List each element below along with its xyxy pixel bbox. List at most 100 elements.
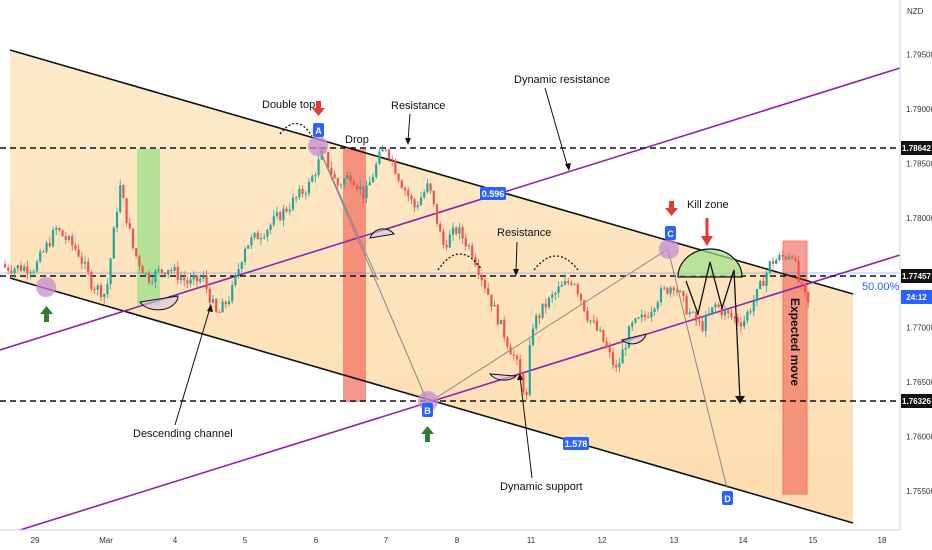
candle-body (80, 256, 83, 264)
candle-body (151, 282, 154, 284)
candle-body (195, 275, 199, 282)
time-tick-label: 29 (31, 536, 40, 545)
time-tick-label: 11 (527, 536, 536, 545)
candle-body (352, 181, 355, 186)
candle-body (621, 349, 624, 364)
candle-body (464, 238, 467, 247)
svg-text:D: D (724, 494, 731, 504)
resistance-arc-2 (533, 255, 579, 271)
time-tick-label: 13 (670, 536, 679, 545)
candle-body (403, 188, 407, 191)
svg-text:C: C (667, 229, 674, 239)
candle-body (659, 288, 663, 303)
candle-body (720, 307, 723, 316)
label-resistance-top: Resistance (391, 100, 445, 112)
candle-body (768, 261, 771, 273)
time-axis[interactable] (0, 530, 932, 550)
candle-body (451, 227, 455, 235)
retest-semicircle-4 (620, 333, 647, 345)
candle-body (218, 311, 221, 313)
label-kill-zone: Kill zone (687, 199, 729, 211)
candle-body (343, 178, 346, 185)
candle-body (311, 176, 314, 182)
price-label: 24:12 (901, 290, 932, 304)
price-tick-label: 1.78000 (906, 214, 932, 223)
candle-body (29, 272, 32, 274)
candle-body (391, 158, 394, 161)
point-label-b: B (422, 403, 433, 417)
candle-body (650, 311, 653, 318)
candle-body (16, 265, 19, 269)
candle-body (499, 319, 503, 325)
candle-body (631, 322, 634, 327)
candle-body (787, 256, 791, 260)
price-tick-label: 1.75500 (906, 487, 932, 496)
candle-body (426, 183, 429, 193)
candle-body (131, 228, 135, 249)
candle-body (170, 269, 173, 271)
channel-pointer-head (207, 304, 213, 312)
candle-body (42, 251, 45, 253)
candle-body (387, 149, 391, 159)
candle-body (624, 347, 627, 350)
candle-body (717, 304, 720, 308)
candle-body (493, 304, 496, 307)
candle-body (224, 301, 227, 305)
candle-body (253, 232, 256, 238)
svg-text:1.78642: 1.78642 (902, 144, 931, 153)
candle-body (10, 270, 13, 273)
candle-body (61, 230, 64, 237)
candle-body (439, 223, 442, 232)
candle-body (263, 236, 266, 239)
candle-body (371, 176, 375, 183)
dynamic-resistance-pointer (544, 87, 569, 169)
candle-body (231, 285, 234, 302)
svg-text:A: A (315, 126, 322, 136)
time-tick-label: 12 (598, 536, 607, 545)
candle-body (394, 160, 397, 174)
candle-body (71, 236, 74, 246)
candle-body (77, 249, 80, 257)
candle-body (55, 227, 58, 230)
red-down-arrow-c (665, 201, 678, 216)
candle-body (397, 173, 400, 181)
price-label: 1.78642 (901, 141, 932, 155)
green-up-arrow-left (40, 306, 53, 322)
candle-body (503, 319, 506, 338)
candle-body (138, 256, 141, 266)
retest-semicircle-3 (488, 373, 518, 381)
candle-body (410, 195, 413, 200)
candle-body (608, 346, 611, 353)
svg-text:1.578: 1.578 (565, 439, 588, 449)
green-up-arrow-b (421, 426, 434, 442)
candle-body (74, 245, 77, 250)
point-label-a: A (313, 123, 324, 137)
candle-body (359, 186, 362, 190)
resistance-pointer-mid-head (513, 269, 519, 276)
currency-label: NZD (907, 7, 924, 16)
candle-body (771, 261, 775, 264)
candle-body (435, 203, 439, 224)
candle-body (330, 168, 333, 175)
candle-body (448, 234, 451, 248)
candle-body (349, 175, 352, 182)
candle-body (250, 237, 253, 246)
time-tick-label: 18 (878, 536, 887, 545)
svg-text:24:12: 24:12 (906, 293, 927, 302)
candle-body (48, 242, 51, 247)
price-tick-label: 1.79500 (906, 50, 932, 59)
candle-body (595, 321, 599, 331)
candle-body (730, 313, 733, 318)
candle-body (346, 175, 349, 179)
candle-body (208, 288, 211, 303)
candle-body (144, 273, 147, 275)
price-label: 1.76326 (901, 394, 932, 408)
candle-body (551, 294, 554, 298)
candle-body (141, 265, 144, 274)
candle-body (762, 280, 765, 286)
candle-body (567, 281, 570, 283)
projected-arrowhead (735, 396, 745, 404)
candle-body (327, 152, 330, 169)
candle-body (186, 280, 189, 284)
